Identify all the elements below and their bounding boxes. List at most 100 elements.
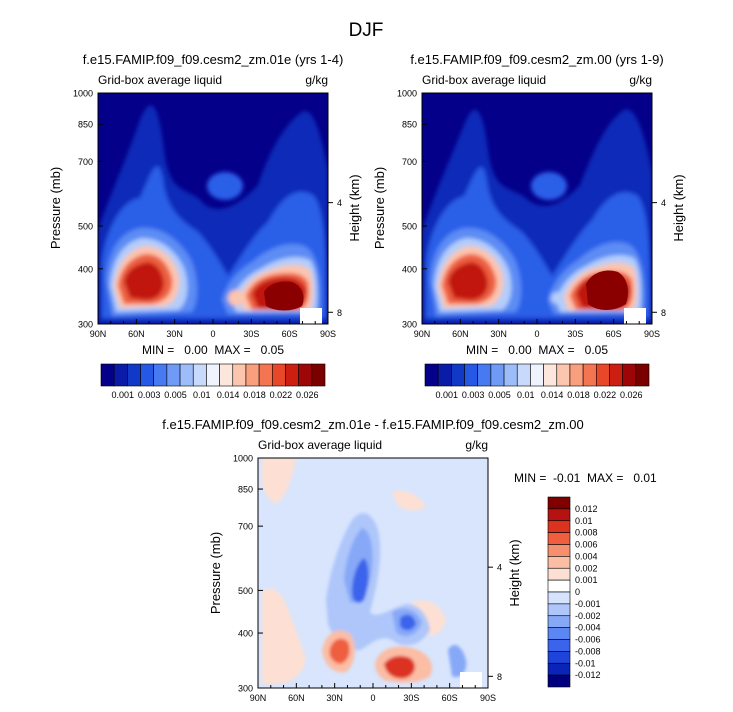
x-tick-label: 30N: [490, 329, 507, 339]
colorbar-label: 0.012: [575, 504, 598, 514]
colorbar-swatch: [547, 591, 571, 605]
colorbar-label: 0.018: [567, 390, 590, 400]
colorbar-swatch: [547, 579, 571, 593]
x-tick-label: 90N: [90, 329, 107, 339]
colorbar-swatch: [245, 363, 260, 387]
panel-2-band-7: [448, 262, 630, 310]
x-tick-label: 0: [534, 329, 539, 339]
colorbar-swatch: [113, 363, 128, 387]
x-tick-label: 60N: [452, 329, 469, 339]
panel-1-y-right-axis: 84: [328, 198, 342, 318]
panel-2-ylabel: Pressure (mb): [372, 167, 387, 249]
x-tick-label: 30S: [243, 329, 259, 339]
panel-1-missing: [300, 308, 322, 324]
colorbar-label: 0.008: [575, 528, 598, 538]
x-tick-label: 0: [370, 693, 375, 703]
panel-2-right-label: g/kg: [629, 73, 652, 87]
panel-3-warm-sh-high: [392, 490, 426, 511]
panel-2-y-right-axis: 84: [652, 198, 666, 318]
colorbar-swatch: [153, 363, 168, 387]
x-tick-label: 0: [210, 329, 215, 339]
panel-3-cool-2: [344, 528, 422, 637]
panel-2-x-axis: 90N 60N 30N 0 30S 60S 90S: [414, 319, 660, 339]
y-right-tick-label: 8: [337, 308, 342, 318]
panel-3-cool-3: [352, 558, 416, 631]
x-tick-label: 60S: [282, 329, 298, 339]
panel-3-left-label: Grid-box average liquid: [258, 438, 382, 452]
colorbar-swatch: [451, 363, 465, 387]
y-tick-label: 850: [78, 120, 93, 130]
colorbar-swatch: [285, 363, 299, 387]
colorbar-swatch: [547, 603, 571, 617]
colorbar-swatch: [464, 363, 479, 387]
colorbar-swatch: [127, 363, 141, 387]
colorbar-swatch: [547, 508, 571, 522]
colorbar-swatch: [232, 363, 247, 387]
panel-1-left-label: Grid-box average liquid: [98, 73, 222, 87]
x-tick-label: 60S: [442, 693, 458, 703]
colorbar-label: 0.022: [270, 390, 293, 400]
colorbar-swatch: [595, 363, 610, 387]
colorbar-swatch: [547, 627, 571, 640]
colorbar-label: 0.01: [575, 516, 593, 526]
colorbar-label: 0.01: [193, 390, 211, 400]
colorbar-swatch: [166, 363, 181, 387]
colorbar-swatch: [582, 363, 597, 387]
panel-3: f.e15.FAMIP.f09_f09.cesm2_zm.01e - f.e15…: [162, 417, 657, 703]
x-tick-label: 60S: [606, 329, 622, 339]
colorbar-swatch: [192, 363, 207, 387]
colorbar-swatch: [477, 363, 492, 387]
colorbar-label: 0.01: [517, 390, 535, 400]
colorbar-label: -0.004: [575, 623, 601, 633]
panel-1-plot-area: [98, 93, 328, 324]
colorbar-swatch: [258, 363, 273, 387]
y-tick-label: 400: [402, 264, 417, 274]
panel-3-y-right-axis: 84: [488, 563, 502, 682]
panel-3-missing: [460, 672, 482, 688]
colorbar-label: -0.001: [575, 599, 601, 609]
colorbar-label: -0.012: [575, 670, 601, 680]
colorbar-label: 0.001: [111, 390, 134, 400]
x-tick-label: 30N: [166, 329, 183, 339]
colorbar-swatch: [100, 363, 115, 387]
colorbar-swatch: [547, 662, 571, 676]
panel-2-title: f.e15.FAMIP.f09_f09.cesm2_zm.00 (yrs 1-9…: [410, 52, 663, 67]
panel-2-small-blob: [551, 292, 563, 304]
panel-2-left-label: Grid-box average liquid: [422, 73, 546, 87]
colorbar-swatch: [179, 363, 194, 387]
x-tick-label: 90N: [250, 693, 267, 703]
colorbar-label: 0.003: [462, 390, 485, 400]
panel-3-y-axis: 300 400 500 700 850 1000: [233, 454, 263, 694]
colorbar-swatch: [490, 363, 505, 387]
panel-3-title: f.e15.FAMIP.f09_f09.cesm2_zm.01e - f.e15…: [162, 417, 584, 432]
colorbar-swatch: [298, 363, 313, 387]
colorbar-swatch: [547, 674, 571, 688]
colorbar-swatch: [547, 496, 571, 510]
colorbar-label: 0.005: [164, 390, 187, 400]
colorbar-label: 0.026: [296, 390, 319, 400]
panel-3-warm-nh-low-core: [329, 638, 350, 664]
panel-1-band-7: [124, 262, 306, 310]
panel-3-x-axis: 90N 60N 30N 0 30S 60S 90S: [250, 683, 496, 703]
panel-3-cool-right: [448, 645, 467, 678]
x-tick-label: 30S: [403, 693, 419, 703]
colorbar-swatch: [556, 363, 571, 387]
colorbar-swatch: [547, 556, 571, 569]
y-tick-label: 700: [402, 157, 417, 167]
colorbar-label: -0.002: [575, 611, 601, 621]
y-tick-label: 300: [78, 320, 93, 330]
colorbar-label: -0.01: [575, 658, 596, 668]
colorbar-label: -0.006: [575, 635, 601, 645]
panel-3-warm-sh-low-core: [384, 656, 415, 679]
y-tick-label: 400: [78, 264, 93, 274]
colorbar-swatch: [206, 363, 220, 387]
panel-1-right-label: g/kg: [305, 73, 328, 87]
panel-3-warm-nh-high: [262, 458, 296, 504]
colorbar-swatch: [530, 363, 544, 387]
colorbar-swatch: [437, 363, 452, 387]
y-tick-label: 400: [238, 629, 253, 639]
panel-1-x-axis: 90N 60N 30N 0 30S 60S 90S: [90, 319, 336, 339]
panel-3-right-label: g/kg: [465, 438, 488, 452]
panel-3-min-max: MIN = -0.01 MAX = 0.01: [514, 471, 657, 485]
x-tick-label: 30N: [326, 693, 343, 703]
